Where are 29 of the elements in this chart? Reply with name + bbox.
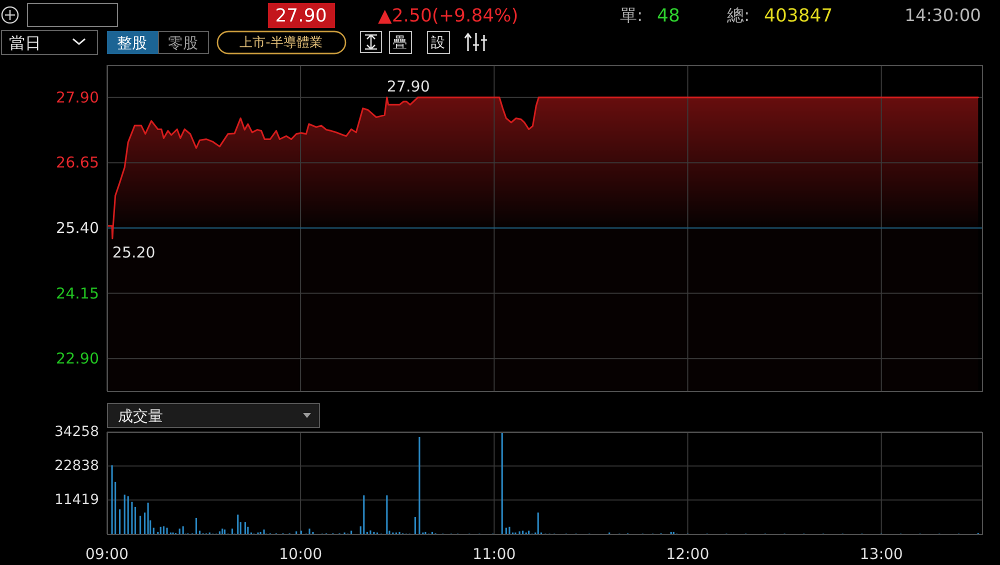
y-tick-label: 22.90 bbox=[56, 350, 99, 368]
y-tick-label: 34258 bbox=[54, 424, 99, 440]
text: 單: bbox=[620, 6, 643, 26]
x-tick-label: 13:00 bbox=[860, 545, 903, 563]
annotation: 27.90 bbox=[386, 77, 430, 96]
text: 上市-半導體業 bbox=[240, 36, 322, 50]
text: 疊 bbox=[393, 35, 407, 51]
y-tick-label: 26.65 bbox=[56, 154, 99, 172]
y-tick-label: 27.90 bbox=[56, 88, 99, 106]
text: 當日 bbox=[9, 34, 41, 52]
text: 零股 bbox=[168, 34, 198, 52]
text: 14:30:00 bbox=[904, 6, 981, 26]
x-tick-label: 11:00 bbox=[472, 545, 516, 563]
x-tick-label: 10:00 bbox=[278, 545, 322, 563]
text: 403847 bbox=[764, 6, 833, 26]
text: 總: bbox=[726, 6, 750, 26]
x-tick-label: 12:00 bbox=[666, 545, 710, 563]
annotation: 25.20 bbox=[112, 243, 156, 262]
text: 整股 bbox=[117, 34, 147, 52]
text: 設 bbox=[431, 35, 445, 51]
text: 27.90 bbox=[275, 6, 327, 26]
x-tick-label: 09:00 bbox=[85, 545, 129, 563]
y-tick-label: 22838 bbox=[54, 458, 99, 474]
y-tick-label: 24.15 bbox=[56, 284, 99, 302]
chart-title: 成交量 bbox=[118, 407, 163, 425]
y-tick-label: 11419 bbox=[54, 492, 99, 508]
y-tick-label: 25.40 bbox=[56, 219, 99, 237]
text: 48 bbox=[657, 6, 680, 26]
text: ▲2.50(+9.84%) bbox=[378, 6, 518, 26]
